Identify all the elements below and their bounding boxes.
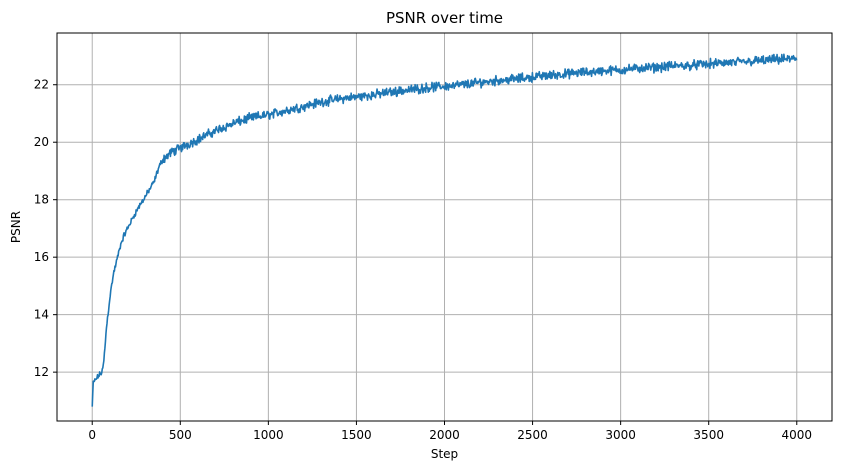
x-tick-label: 4000 — [781, 428, 812, 442]
psnr-series-line — [91, 53, 798, 407]
x-tick-label: 2500 — [517, 428, 548, 442]
chart-title: PSNR over time — [386, 9, 503, 27]
y-axis-ticks: 12 14 16 18 20 22 — [34, 78, 57, 379]
x-tick-label: 500 — [169, 428, 192, 442]
y-tick-label: 16 — [34, 250, 49, 264]
x-tick-label: 2000 — [429, 428, 460, 442]
y-tick-label: 22 — [34, 78, 49, 92]
x-tick-label: 3500 — [693, 428, 724, 442]
series-layer — [91, 53, 798, 407]
y-tick-label: 12 — [34, 365, 49, 379]
x-tick-label: 0 — [88, 428, 96, 442]
y-tick-label: 14 — [34, 308, 49, 322]
x-axis-label: Step — [431, 447, 458, 461]
x-tick-label: 1500 — [341, 428, 372, 442]
x-tick-label: 3000 — [605, 428, 636, 442]
grid — [57, 33, 832, 421]
y-axis-label: PSNR — [9, 211, 23, 243]
x-tick-label: 1000 — [253, 428, 284, 442]
y-tick-label: 18 — [34, 193, 49, 207]
x-axis-ticks: 0 500 1000 1500 2000 2500 3000 3500 4000 — [88, 421, 812, 442]
y-tick-label: 20 — [34, 135, 49, 149]
